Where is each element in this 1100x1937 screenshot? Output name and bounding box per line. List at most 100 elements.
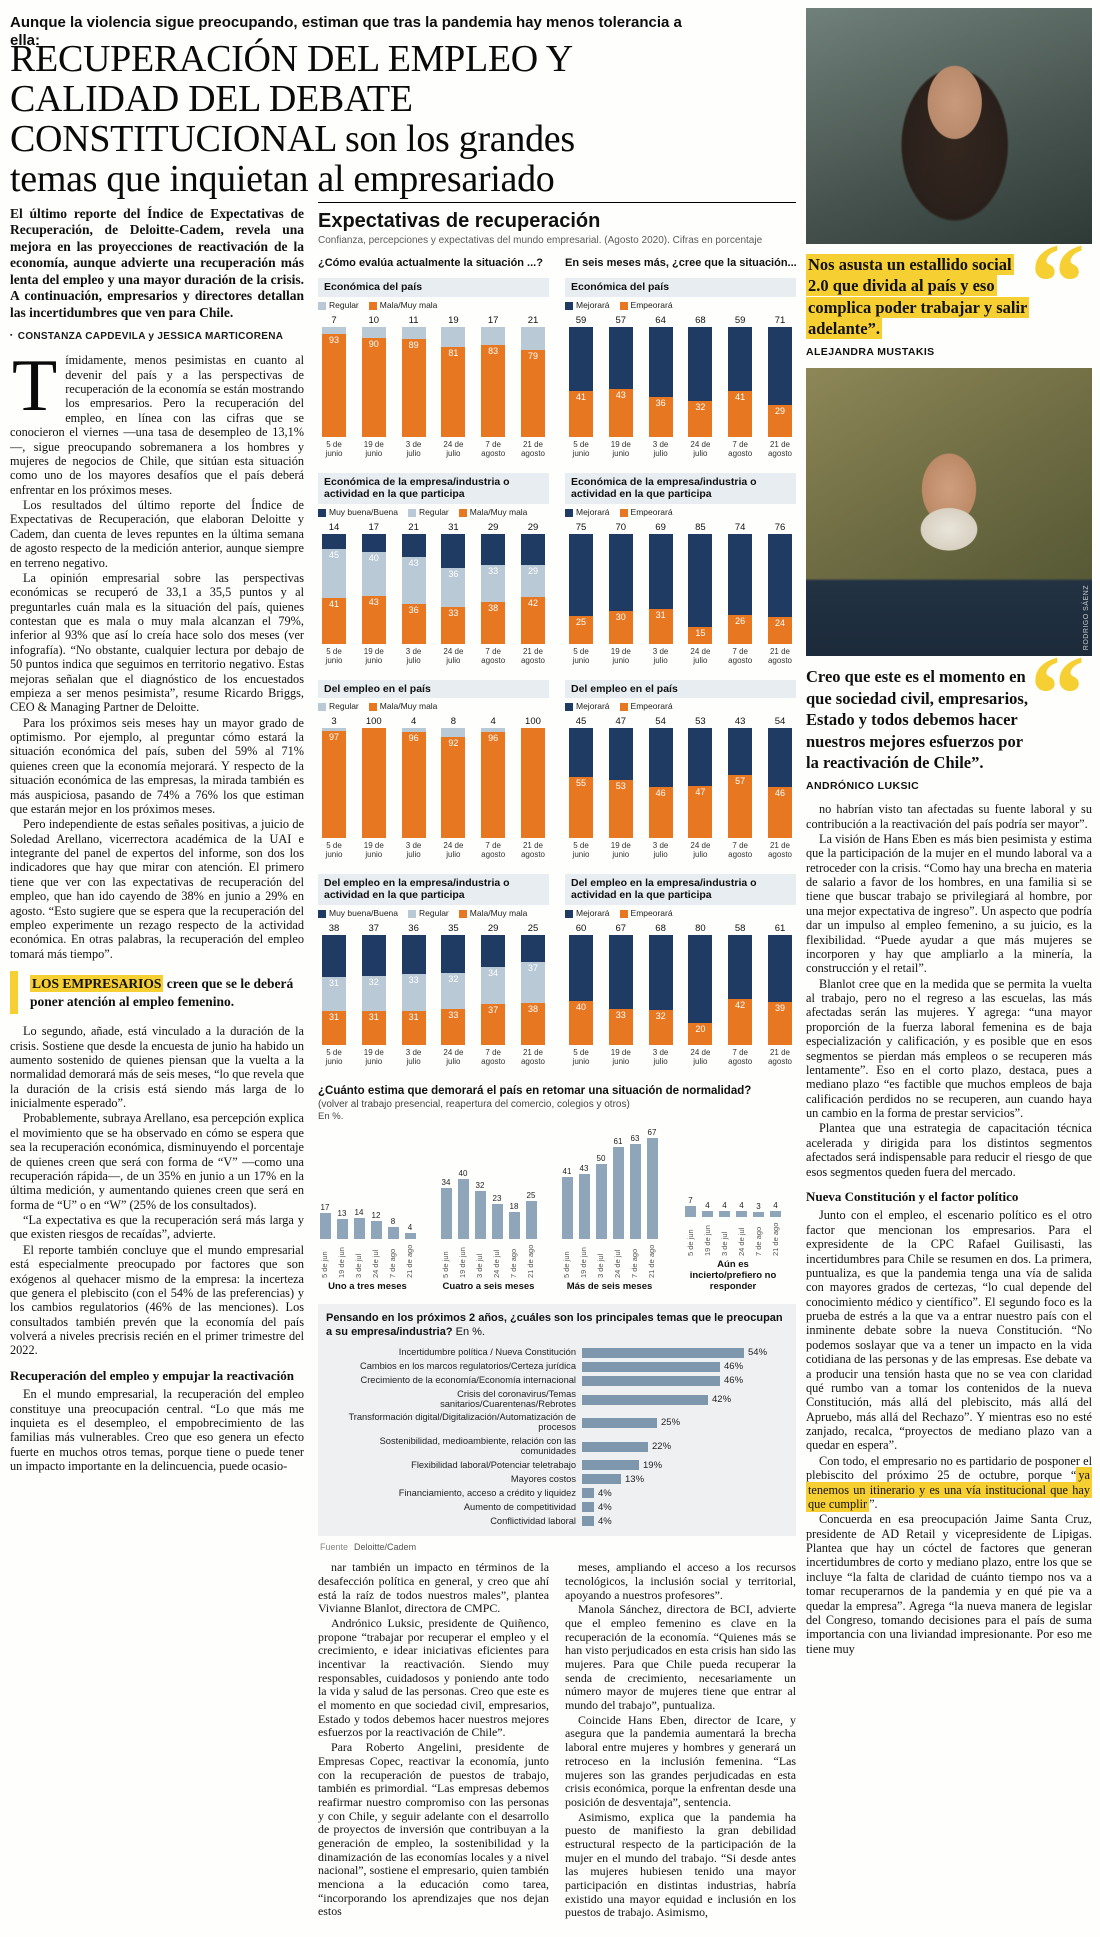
stacked-bar: 29 [767,326,792,437]
axis-date-line: junio [365,1057,383,1066]
axis-date-line: 19 de [363,840,384,850]
axis-date-label: 3 de julio [653,647,669,667]
timing-value-label: 3 [756,1202,761,1212]
body-paragraph: Blanlot cree que en la medida que se per… [806,976,1092,1120]
axis-date-label: 3 de julio [406,440,422,460]
headline-line: CONSTITUCIONAL son los grandes [10,117,575,160]
timing-value-label: 12 [371,1210,381,1220]
stacked-bar: 40 [569,934,593,1045]
bar-segment: 46 [767,787,792,838]
axis-date-line: julio [406,1057,421,1066]
axis-date-label: 3 de julio [406,1048,422,1068]
axis-date-line: 21 de [522,1047,543,1057]
axis-date-line: agosto [767,1057,792,1066]
axis-date-line: agosto [728,1057,753,1066]
continuation-column-a: nar también un impacto en términos de la… [318,1560,549,1921]
bar-segment: 79 [520,349,545,437]
chart-legend: Mejorará Empeorará [565,701,796,712]
legend-label: Empeorará [630,701,673,712]
timing-value-label: 50 [596,1153,606,1163]
bar-value-label: 34 [488,967,499,978]
legend-swatch [565,301,573,310]
timing-date-label: 21 de ago [770,1222,780,1256]
axis-date-line: 19 de [610,840,631,850]
body-paragraph: nar también un impacto en términos de la… [318,1560,549,1616]
timing-bar-column: 3 7 de ago [752,1202,766,1256]
bar-segment: 43 [608,389,633,437]
timing-date-label: 19 de jun [458,1246,468,1278]
concern-bar [582,1460,639,1471]
legend-item: Mala/Muy mala [458,908,527,919]
axis-date-line: 7 de [485,1047,501,1057]
chart-title: Económica de la empresa/industria o acti… [565,472,796,504]
body-paragraph: Pero independiente de estas señales posi… [10,817,304,961]
bar-segment [441,326,466,348]
axis-date-label: 24 de julio [690,841,710,861]
bar-column: 68 32 3 de julio [645,923,677,1068]
bars-row: 75 25 5 de junio 70 30 19 de junio 69 31 3 de julio… [565,522,796,667]
bar-segment [688,326,713,402]
bar-top-label: 17 [487,314,499,326]
axis-date-line: 24 de [443,840,464,850]
axis-date-line: julio [446,655,461,665]
bar-segment [481,326,506,346]
timing-date-label: 5 de jun [562,1250,572,1278]
stacked-bar: 83 [481,326,506,437]
concern-bar [582,1361,720,1372]
infographic: Expectativas de recuperación Confianza, … [318,202,796,1553]
bar-column: 85 15 24 de julio [684,522,716,667]
bar-value-label: 43 [615,390,626,401]
bar-top-label: 70 [615,521,627,533]
legend-swatch [619,508,628,517]
bar-segment: 29 [520,565,545,598]
axis-date-line: julio [446,448,461,458]
bar-top-label: 68 [695,314,706,326]
bar-segment [322,533,346,549]
bar-segment: 26 [728,614,753,644]
timing-value-label: 4 [739,1200,744,1210]
axis-date-line: agosto [481,448,506,458]
bars-row: 59 41 5 de junio 57 43 19 de junio 64 36 3 de julio… [565,315,796,460]
timing-bar [525,1201,537,1239]
timing-value-label: 67 [647,1128,657,1137]
headline-line: RECUPERACIÓN DEL EMPLEO Y [10,38,573,80]
bar-value-label: 29 [527,566,538,577]
legend-label: Mala/Muy mala [469,506,528,517]
bar-segment [441,533,466,568]
bar-column: 70 30 19 de junio [605,522,637,667]
axis-date-line: 7 de [485,840,501,850]
timing-value-label: 40 [458,1168,468,1178]
body-paragraph: Para Roberto Angelini, presidente de Emp… [318,1740,549,1919]
concern-row: Incertidumbre política / Nueva Constituc… [326,1347,788,1358]
concern-bar [582,1441,648,1452]
question-header: En seis meses más, ¿cree que la situació… [565,257,796,269]
axis-date-label: 21 de agosto [768,1048,792,1068]
bar-segment [361,326,386,338]
bar-value-label: 32 [655,1010,666,1021]
stacked-bar: 53 [608,727,633,838]
bar-top-label: 11 [408,314,419,326]
bar-column: 54 46 3 de julio [645,716,677,861]
legend-item: Empeorará [619,507,673,518]
axis-date-line: agosto [520,448,545,458]
axis-date-line: 3 de [652,840,669,850]
body-paragraph: La visión de Hans Eben es más bien pesim… [806,831,1092,976]
axis-date-line: 5 de [573,646,589,656]
body-paragraph: Plantea que una estrategia de capacitaci… [806,1121,1092,1179]
bar-value-label: 32 [695,402,706,413]
timing-bar [370,1220,382,1239]
timing-bar [629,1144,641,1239]
axis-date-line: 5 de [326,840,342,850]
bar-segment: 24 [767,617,792,644]
concern-row: Sostenibilidad, medioambiente, relación … [326,1436,788,1457]
axis-date-label: 7 de agosto [728,647,752,667]
axis-date-line: agosto [520,850,545,860]
chart-title: Del empleo en el país [565,679,796,699]
bar-top-label: 29 [487,922,499,934]
bar-value-label: 33 [448,608,459,619]
body-paragraph: Junto con el empleo, el escenario políti… [806,1208,1092,1453]
bar-top-label: 8 [450,715,457,727]
photo-andronico-luksic: RODRIGO SÁENZ [806,368,1092,657]
concerns-unit: En %. [455,1326,485,1339]
bar-top-label: 53 [695,715,706,727]
